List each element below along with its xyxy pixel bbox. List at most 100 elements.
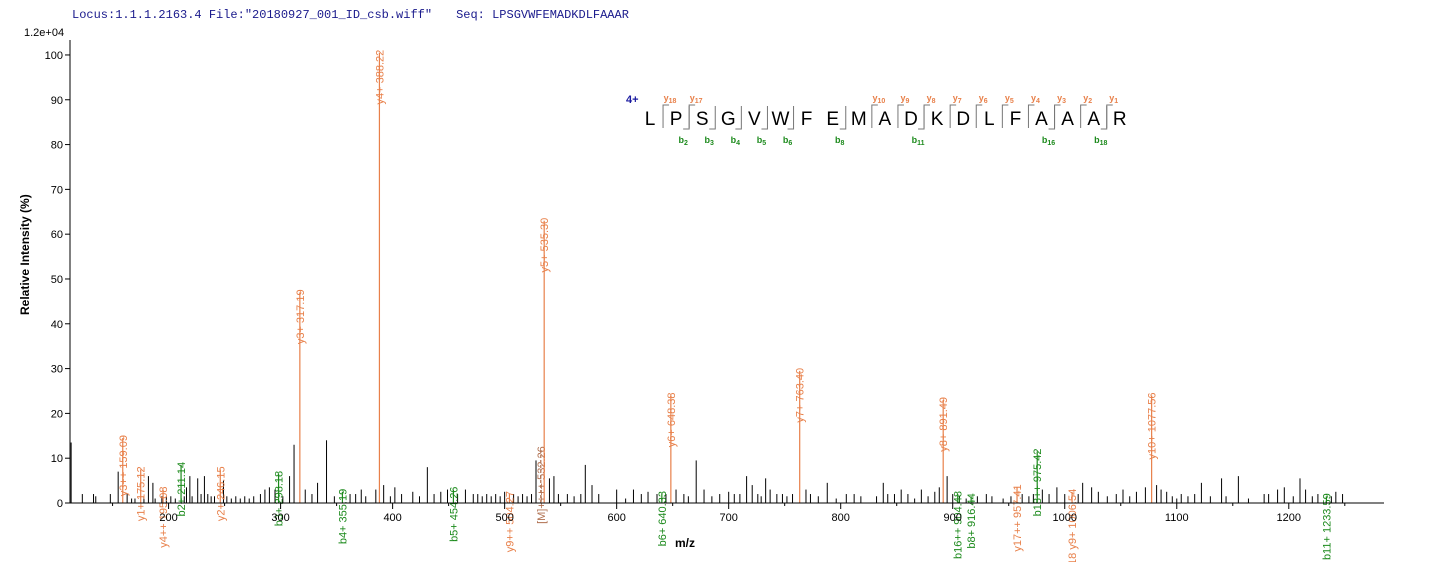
y-ion-bracket	[1054, 104, 1061, 128]
file-text: File:"20180927_001_ID_csb.wiff"	[208, 8, 433, 22]
y-tick-label: 60	[51, 229, 63, 241]
fragment-ion-label: y7	[953, 93, 962, 105]
peak-label: y1+ 175.12	[136, 466, 148, 521]
x-tick-label: 1200	[1277, 512, 1301, 524]
sequence-residue: W	[772, 109, 790, 130]
peak-label: y7+ 763.40	[795, 368, 807, 423]
sequence-residue: S	[696, 109, 709, 130]
y-ion-bracket	[1027, 104, 1035, 128]
sequence-residue: K	[931, 109, 944, 130]
x-tick-label: 1100	[1165, 512, 1189, 524]
fragment-ion-label: y2	[1083, 93, 1092, 105]
y-ion-bracket	[688, 104, 696, 128]
sequence-residue: F	[1010, 109, 1022, 130]
x-tick-label: 1000	[1052, 512, 1076, 524]
x-tick-label: 200	[159, 512, 177, 524]
y-tick-label: 70	[51, 184, 63, 196]
peak-label: y9++ 504.27	[504, 491, 516, 552]
x-tick-label: 500	[495, 512, 513, 524]
y-tick-label: 10	[51, 453, 63, 465]
y-ion-bracket	[871, 104, 878, 128]
peak-label: y3++ 159.09	[118, 435, 130, 496]
y-ion-bracket	[1001, 104, 1009, 128]
chart-axes: 0 10 20 30 40 50 60 70 80 90 100 200 300 400 500 600 700…	[45, 40, 1384, 524]
fragment-ion-label: b18	[1094, 135, 1107, 147]
fragment-ion-label: y3	[1057, 93, 1066, 105]
b-ion-bracket	[1100, 106, 1108, 130]
b-ion-bracket	[1048, 106, 1056, 130]
x-tick-label: 900	[944, 512, 962, 524]
peak-label: b4+ 355.19	[337, 489, 349, 544]
y-ion-bracket	[949, 104, 957, 128]
y-tick-label: 0	[57, 498, 63, 510]
y-tick-label: 80	[51, 140, 63, 152]
sequence-residue: R	[1113, 109, 1127, 130]
y-ion-bracket	[1106, 104, 1113, 128]
y-ion-bracket	[1080, 104, 1087, 128]
fragment-ion-label: y9	[900, 93, 909, 105]
y-tick-label: 40	[51, 319, 63, 331]
spectrum-header: Locus:1.1.1.2163.4 File:"20180927_001_ID…	[72, 8, 629, 22]
peak-label: b3+ 298.18	[274, 471, 286, 526]
y-tick-label: 90	[51, 95, 63, 107]
unannotated-peaks	[70, 440, 1344, 503]
x-tick-label: 800	[832, 512, 850, 524]
peak-label: y6+ 648.38	[666, 392, 678, 447]
sequence-residue: D	[956, 109, 970, 130]
peak-label: y8+ 891.49	[938, 397, 950, 452]
fragment-ion-label: b8	[835, 135, 845, 147]
fragment-ion-label: y10	[872, 93, 885, 105]
b-ion-bracket	[761, 106, 768, 130]
peak-label: b18++ 975.42	[1032, 448, 1044, 516]
fragment-ion-label: b4	[731, 135, 741, 147]
sequence-residue: L	[984, 109, 995, 130]
b-ion-bracket	[735, 106, 742, 130]
x-tick-label: 300	[271, 512, 289, 524]
y-tick-label: 30	[51, 364, 63, 376]
y-ion-bracket	[897, 104, 904, 128]
x-tick-label: 400	[383, 512, 401, 524]
peak-label: b5+ 454.26	[448, 487, 460, 542]
fragment-ion-label: y18	[664, 93, 677, 105]
peak-label: b2+ 211.14	[176, 462, 188, 517]
peak-label: b16++ 904.48	[953, 491, 965, 559]
peak-label: b8+ 916.44	[966, 493, 978, 548]
fragment-ion-label: b16	[1042, 135, 1055, 147]
sequence-residue: E	[826, 109, 839, 130]
sequence-text: Seq: LPSGVWFEMADKDLFAAAR	[456, 8, 629, 22]
fragment-ion-label: y5	[1005, 93, 1014, 105]
sequence-residue: V	[748, 109, 761, 130]
peak-label: y4+ 388.22	[374, 50, 386, 105]
y-tick-label: 50	[51, 274, 63, 286]
peak-label: y3+ 317.19	[295, 289, 307, 344]
sequence-residue: L	[645, 109, 656, 130]
annotated-peaks: y3++ 159.09 y1+ 175.12 y4++ 195.08 b2+ 211.…	[118, 50, 1334, 562]
peak-label: y17++ 957.41	[1012, 484, 1024, 551]
peak-label: y18 y9+ 1006.54	[1067, 489, 1079, 562]
y-ion-bracket	[662, 104, 670, 128]
peak-label: y5+ 535.30	[539, 218, 551, 273]
y-tick-label: 100	[45, 50, 63, 62]
sequence-residue: A	[1061, 109, 1074, 130]
b-ion-bracket	[839, 106, 847, 130]
fragment-ion-label: y8	[927, 93, 936, 105]
peak-label: b6+ 640.33	[657, 491, 669, 546]
b-ion-bracket	[709, 106, 716, 130]
b-ion-bracket	[918, 106, 925, 130]
peak-label: b11+ 1233.59	[1321, 493, 1333, 560]
peak-label: [M]++++ 532.26	[536, 446, 548, 524]
charge-state-label: 4+	[626, 94, 639, 106]
sequence-residue: A	[1035, 109, 1048, 130]
x-axis-title: m/z	[675, 536, 695, 550]
fragment-ion-label: b11	[912, 135, 925, 147]
peak-label: y2+ 246.15	[215, 466, 227, 521]
fragment-ion-label: b6	[783, 135, 793, 147]
peak-label: y4++ 195.08	[158, 487, 170, 548]
sequence-residue: P	[670, 109, 683, 130]
fragment-ion-label: y1	[1109, 93, 1118, 105]
x-tick-label: 600	[607, 512, 625, 524]
fragment-ion-label: y4	[1031, 93, 1040, 105]
fragment-ion-label: y17	[690, 93, 703, 105]
